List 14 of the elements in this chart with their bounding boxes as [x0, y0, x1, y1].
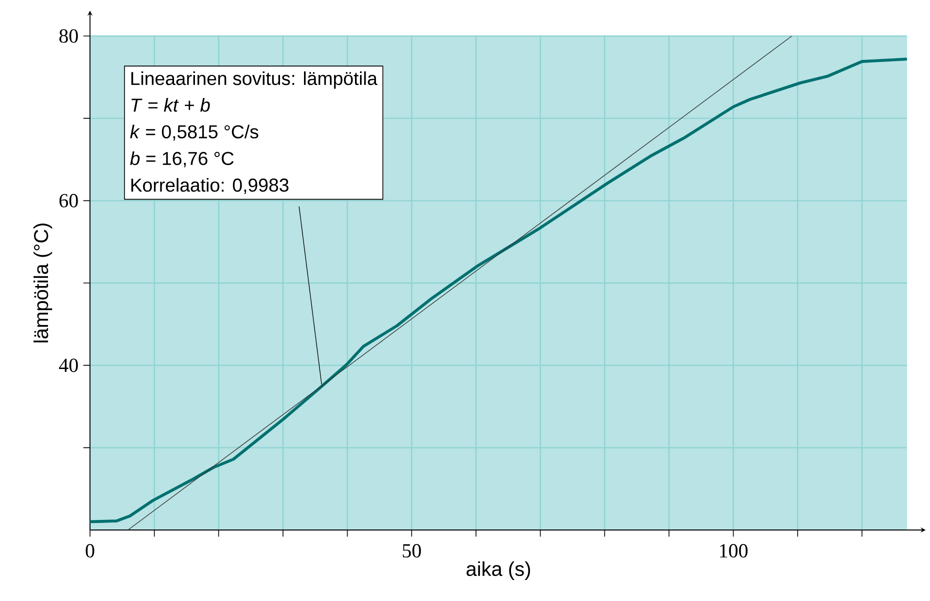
- x-tick-label: 100: [720, 544, 748, 558]
- y-tick-label: 40: [59, 358, 78, 372]
- line-series: [90, 58, 908, 524]
- x-tick-label: 50: [402, 544, 421, 558]
- y-tick-label: 60: [59, 194, 78, 208]
- y-axis-title: lämpötila (°C): [34, 224, 52, 342]
- annotation: Lineaarinen sovitus: lämpötila: [131, 71, 378, 89]
- annotation: T = kt + b: [132, 98, 210, 112]
- annotation: Korrelaatio: 0,9983: [131, 178, 288, 194]
- y-tick-label: 80: [59, 29, 78, 43]
- x-tick-label: 0: [86, 544, 94, 558]
- x-axis-title: aika (s): [466, 561, 530, 580]
- annotation: k = 0,5815 °C/s: [130, 124, 258, 141]
- annotation: b = 16,76 °C: [130, 151, 234, 168]
